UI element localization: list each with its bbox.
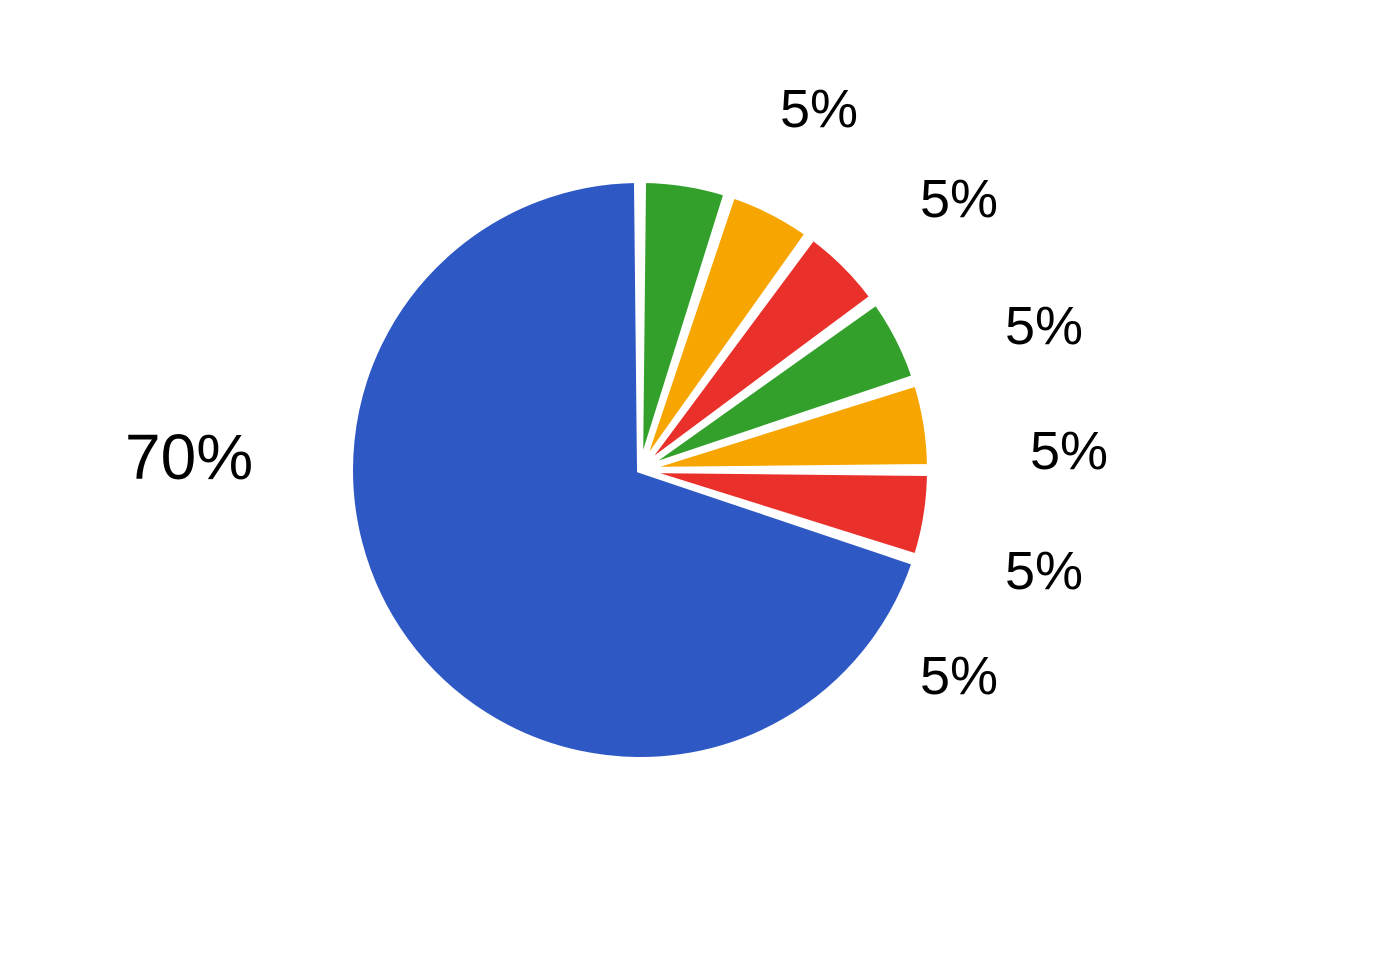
slice-label-1: 5% <box>920 168 998 230</box>
slice-label-0: 5% <box>780 78 858 140</box>
slice-label-3: 5% <box>1030 420 1108 482</box>
slice-label-4: 5% <box>1005 540 1083 602</box>
slice-label-6: 70% <box>125 420 253 494</box>
slice-label-2: 5% <box>1005 295 1083 357</box>
slice-label-5: 5% <box>920 645 998 707</box>
pie-chart: 5%5%5%5%5%5%70% <box>0 0 1400 980</box>
